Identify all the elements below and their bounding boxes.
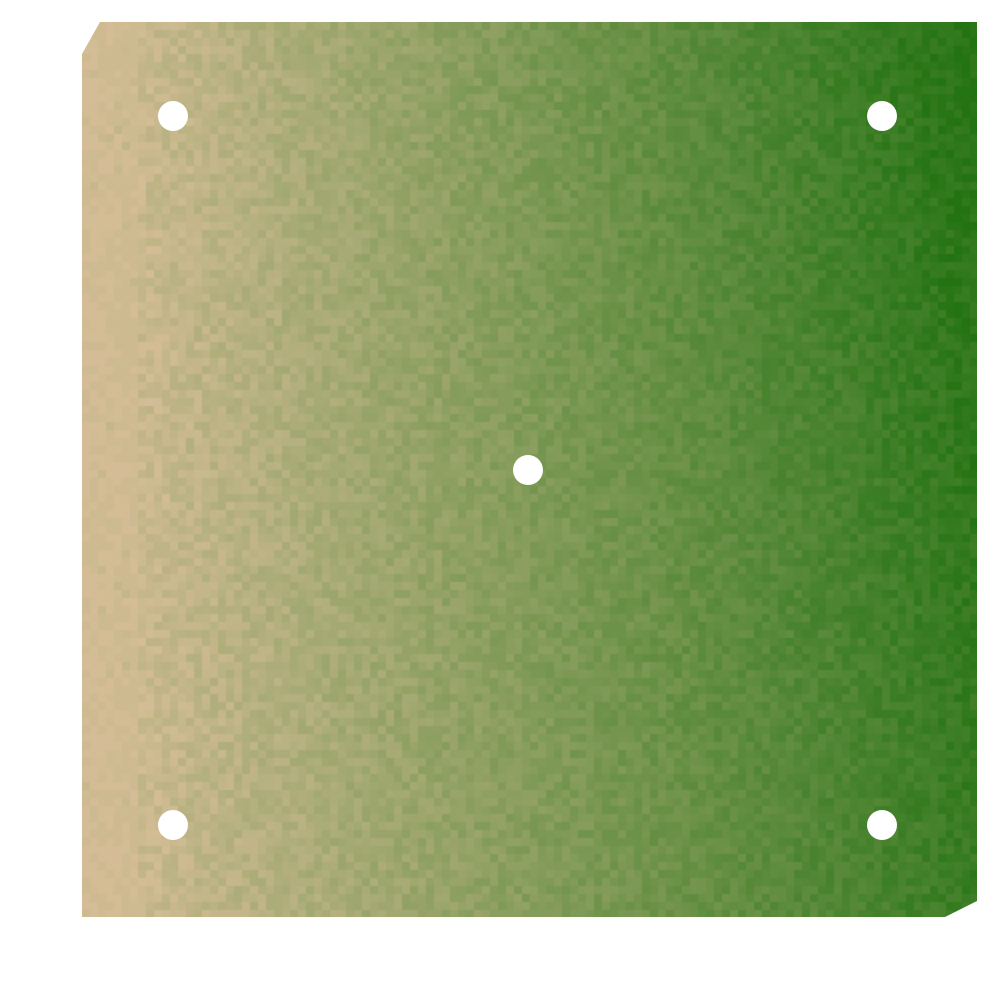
- corner-notch-bottom-right: [945, 901, 977, 917]
- marker-center[interactable]: [513, 455, 543, 485]
- marker-top-left[interactable]: [158, 101, 188, 131]
- game-board[interactable]: [82, 22, 977, 917]
- marker-top-right[interactable]: [867, 101, 897, 131]
- marker-bottom-right[interactable]: [867, 810, 897, 840]
- marker-bottom-left[interactable]: [158, 810, 188, 840]
- corner-notch-top-left: [82, 22, 100, 54]
